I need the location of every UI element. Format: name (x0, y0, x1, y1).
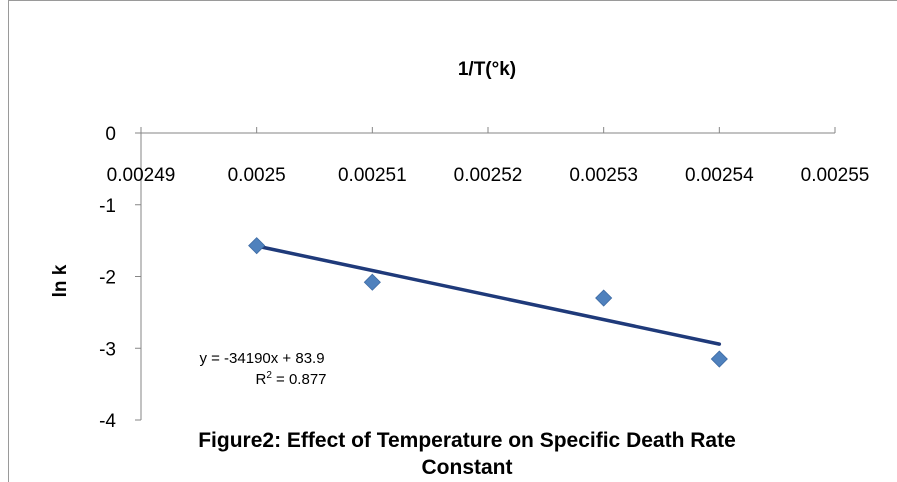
data-points (248, 237, 728, 368)
x-tick-label: 0.00253 (569, 165, 638, 186)
y-tick-label: -1 (99, 196, 116, 217)
figure-caption-line1: Figure2: Effect of Temperature on Specif… (198, 429, 736, 452)
x-tick-label: 0.00251 (338, 165, 407, 186)
data-point (248, 237, 266, 255)
y-tick-label: -4 (99, 411, 116, 432)
x-tick-label: 0.0025 (228, 165, 286, 186)
x-tick-label: 0.00254 (685, 165, 754, 186)
y-tick-label: -3 (99, 339, 116, 360)
r2-prefix: R (255, 371, 266, 388)
data-point (710, 350, 728, 368)
x-tick-labels: 0.00249 0.0025 0.00251 0.00252 0.00253 0.0025… (107, 165, 870, 186)
x-tick-label: 0.00255 (801, 165, 870, 186)
y-tick-label: 0 (105, 124, 116, 145)
chart-axes (135, 127, 836, 421)
y-tick-labels: 0 -1 -2 -3 -4 (99, 124, 116, 432)
x-tick-label: 0.00252 (454, 165, 523, 186)
trendline-r-squared: R2 = 0.877 (255, 370, 326, 388)
y-axis-label: ln k (50, 264, 71, 297)
data-point (595, 289, 613, 307)
trendline (254, 244, 722, 346)
trendline-equation: y = -34190x + 83.9 (199, 350, 324, 367)
y-tick-label: -2 (99, 268, 116, 289)
r2-value: = 0.877 (272, 371, 327, 388)
figure-caption-line2: Constant (422, 456, 513, 479)
chart-title: 1/T(°k) (458, 59, 516, 80)
x-tick-label: 0.00249 (107, 165, 176, 186)
data-point (363, 273, 381, 291)
r2-superscript: 2 (266, 370, 272, 381)
